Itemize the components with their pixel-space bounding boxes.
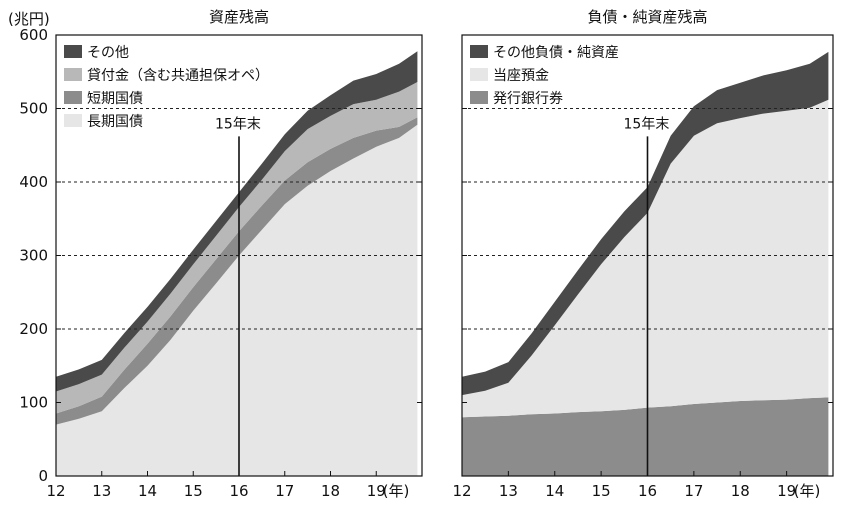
legend-swatch	[64, 68, 82, 81]
legend-label: その他	[87, 45, 129, 61]
area-series-0-3	[56, 51, 418, 392]
x-tick-label: 14	[138, 482, 157, 500]
area-series-1-1	[462, 99, 829, 418]
y-tick-label: 200	[19, 320, 48, 338]
x-tick-label: 18	[321, 482, 340, 500]
legend-swatch	[470, 45, 488, 58]
area-series-0-0	[56, 124, 418, 476]
legend-swatch	[470, 91, 488, 104]
x-tick-label: 15	[592, 482, 611, 500]
legend-label: 発行銀行券	[493, 91, 563, 107]
x-tick-label: 15	[184, 482, 203, 500]
y-tick-label: 400	[19, 173, 48, 191]
y-tick-label: 500	[19, 100, 48, 118]
x-tick-label: 16	[638, 482, 657, 500]
area-series-0-2	[56, 82, 418, 414]
annotation-label: 15年末	[215, 116, 261, 132]
x-tick-label: 13	[499, 482, 518, 500]
area-series-1-2	[462, 51, 829, 396]
legend-label: 短期国債	[87, 91, 143, 107]
legend-swatch	[64, 114, 82, 127]
legend-label: 長期国債	[87, 114, 143, 130]
legend-swatch	[64, 91, 82, 104]
x-tick-label: 19	[367, 482, 386, 500]
annotation-label: 15年末	[624, 116, 670, 132]
chart-title: 資産残高	[209, 8, 269, 26]
x-axis-unit-label: (年)	[383, 482, 410, 500]
x-tick-label: 16	[229, 482, 248, 500]
y-unit-label: (兆円)	[8, 10, 50, 28]
legend-swatch	[470, 68, 488, 81]
x-tick-label: 13	[92, 482, 111, 500]
y-tick-label: 0	[38, 467, 48, 485]
x-axis-unit-label: (年)	[794, 482, 821, 500]
x-tick-label: 19	[777, 482, 796, 500]
legend-label: その他負債・純資産	[493, 45, 619, 61]
chart-title: 負債・純資産残高	[587, 8, 707, 26]
x-tick-label: 12	[46, 482, 65, 500]
y-tick-label: 300	[19, 247, 48, 265]
x-tick-label: 12	[452, 482, 471, 500]
area-series-0-1	[56, 117, 418, 425]
x-tick-label: 18	[731, 482, 750, 500]
y-tick-label: 600	[19, 26, 48, 44]
x-tick-label: 17	[275, 482, 294, 500]
legend-label: 当座預金	[493, 68, 549, 84]
x-tick-label: 14	[545, 482, 564, 500]
x-tick-label: 17	[684, 482, 703, 500]
y-tick-label: 100	[19, 394, 48, 412]
legend-swatch	[64, 45, 82, 58]
area-series-1-0	[462, 397, 829, 476]
legend-label: 貸付金（含む共通担保オペ）	[87, 68, 269, 84]
